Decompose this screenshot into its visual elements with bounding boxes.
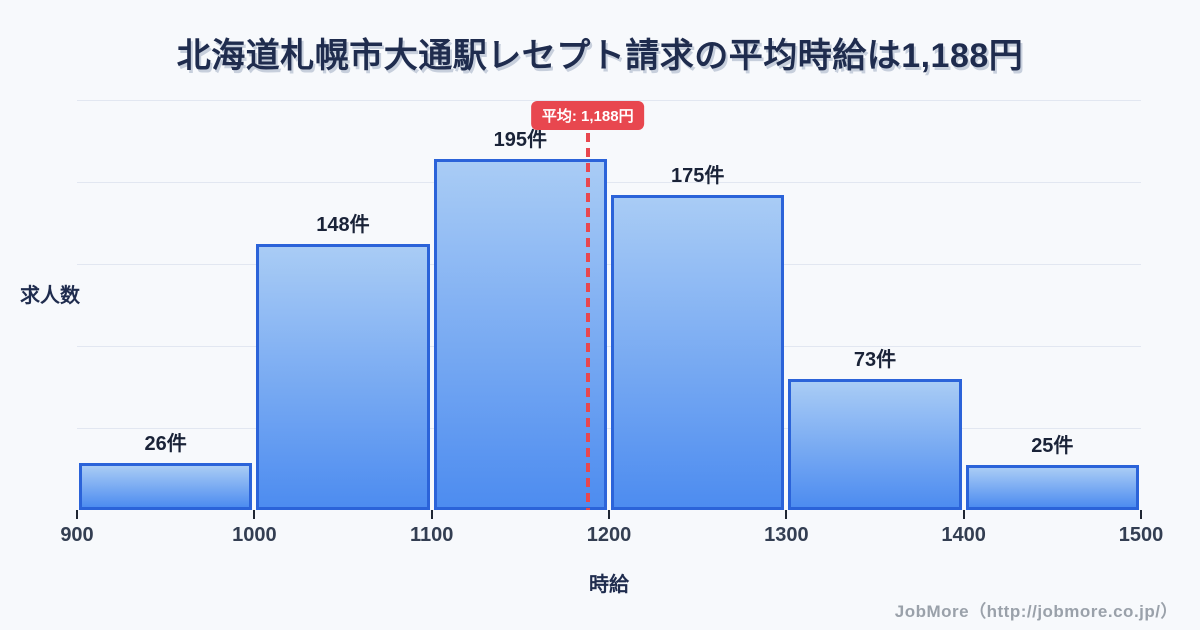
gridline	[77, 264, 1141, 265]
x-tick-mark	[253, 510, 256, 519]
histogram-bar	[433, 159, 607, 510]
x-axis-label: 時給	[589, 574, 629, 596]
x-tick-label: 1500	[1118, 524, 1164, 546]
histogram-bar	[965, 465, 1139, 510]
gridline	[77, 346, 1141, 347]
bar-value-label: 148件	[316, 213, 370, 236]
histogram-bar	[611, 195, 785, 510]
x-tick-label: 1200	[586, 524, 632, 546]
x-tick-mark	[608, 510, 610, 519]
bar-value-label: 175件	[670, 165, 725, 188]
x-tick-mark	[962, 510, 965, 519]
bar-value-label: 25件	[1031, 435, 1074, 458]
histogram-bar-slot: 26件	[77, 100, 254, 510]
histogram-bar	[79, 463, 253, 510]
histogram-bar-slot: 148件	[254, 100, 431, 510]
x-tick-mark	[1140, 510, 1142, 519]
histogram-bar	[788, 378, 962, 510]
footer-credit: JobMore（http://jobmore.co.jp/）	[894, 602, 1178, 621]
histogram-bar	[256, 243, 430, 510]
histogram-bar-slot: 175件	[609, 100, 786, 510]
gridline	[77, 100, 1141, 101]
chart-title: 北海道札幌市大通駅レセプト請求の平均時給は1,188円	[176, 37, 1024, 75]
mean-dashed-line	[585, 133, 590, 510]
bar-value-label: 73件	[853, 348, 897, 371]
x-tick-label: 1300	[764, 524, 809, 546]
x-tick-label: 1400	[941, 524, 986, 546]
plot-area: 26件 148件 195件 175件 73件 25件 900 1000 1100 1200 130…	[60, 100, 1163, 546]
y-axis-label: 求人数	[20, 285, 80, 307]
bar-value-label: 195件	[493, 129, 547, 152]
x-tick-mark	[430, 510, 433, 519]
x-tick-label: 900	[60, 524, 94, 546]
x-tick-label: 1100	[409, 524, 454, 546]
histogram-bar-slot: 195件	[432, 100, 609, 510]
x-tick-label: 1000	[232, 524, 277, 546]
x-tick-mark	[785, 510, 788, 519]
mean-badge: 平均: 1,188円	[530, 101, 645, 130]
bar-value-label: 26件	[144, 433, 187, 456]
histogram-bar-slot: 25件	[964, 100, 1141, 510]
histogram-bar-slot: 73件	[786, 100, 963, 510]
gridline	[77, 182, 1141, 183]
gridline	[77, 428, 1141, 429]
x-tick-mark	[76, 510, 78, 519]
